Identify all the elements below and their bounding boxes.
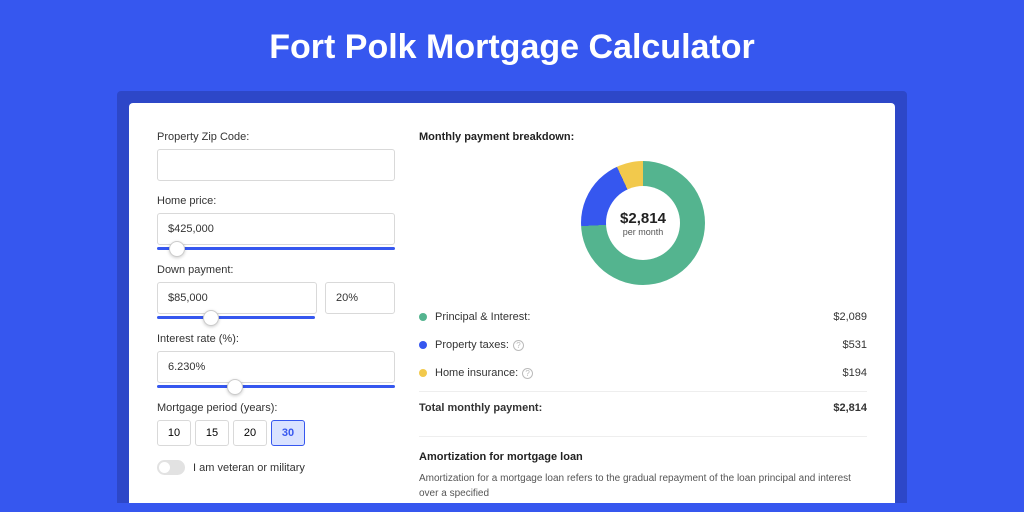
period-btn-10[interactable]: 10 [157,420,191,446]
legend-label: Home insurance:? [435,367,843,379]
veteran-row: I am veteran or military [157,460,395,475]
legend-value: $531 [843,339,867,351]
rate-group: Interest rate (%): [157,333,395,388]
amort-body: Amortization for a mortgage loan refers … [419,471,867,501]
legend-total-row: Total monthly payment:$2,814 [419,391,867,422]
down-group: Down payment: [157,264,395,319]
form-panel: Property Zip Code: Home price: Down paym… [157,131,395,503]
legend-dot [419,341,427,349]
price-input[interactable] [157,213,395,245]
help-icon[interactable]: ? [513,340,524,351]
rate-label: Interest rate (%): [157,333,395,345]
amort-section: Amortization for mortgage loan Amortizat… [419,436,867,501]
price-label: Home price: [157,195,395,207]
legend-label: Property taxes:? [435,339,843,351]
help-icon[interactable]: ? [522,368,533,379]
legend-row: Property taxes:?$531 [419,331,867,359]
down-amount-input[interactable] [157,282,317,314]
donut-amount: $2,814 [620,210,666,227]
legend-value: $2,089 [833,311,867,323]
down-pct-input[interactable] [325,282,395,314]
period-btn-15[interactable]: 15 [195,420,229,446]
legend-value: $194 [843,367,867,379]
zip-input[interactable] [157,149,395,181]
legend-row: Home insurance:?$194 [419,359,867,387]
veteran-toggle[interactable] [157,460,185,475]
zip-group: Property Zip Code: [157,131,395,181]
price-group: Home price: [157,195,395,250]
donut-per-month: per month [623,227,664,237]
donut-center: $2,814 per month [606,186,680,260]
price-slider[interactable] [157,247,395,250]
rate-slider[interactable] [157,385,395,388]
legend-total-value: $2,814 [833,402,867,414]
donut-wrap: $2,814 per month [419,155,867,303]
legend: Principal & Interest:$2,089Property taxe… [419,303,867,422]
breakdown-panel: Monthly payment breakdown: $2,814 per mo… [419,131,867,503]
rate-input[interactable] [157,351,395,383]
amort-heading: Amortization for mortgage loan [419,451,867,463]
period-btn-20[interactable]: 20 [233,420,267,446]
period-group: Mortgage period (years): 10152030 [157,402,395,446]
period-btn-30[interactable]: 30 [271,420,305,446]
period-buttons: 10152030 [157,420,395,446]
down-label: Down payment: [157,264,395,276]
legend-total-label: Total monthly payment: [419,402,833,414]
donut-chart: $2,814 per month [581,161,705,285]
period-label: Mortgage period (years): [157,402,395,414]
calculator-card: Property Zip Code: Home price: Down paym… [129,103,895,503]
zip-label: Property Zip Code: [157,131,395,143]
card-shadow: Property Zip Code: Home price: Down paym… [117,91,907,503]
legend-dot [419,369,427,377]
legend-row: Principal & Interest:$2,089 [419,303,867,331]
legend-dot [419,313,427,321]
legend-label: Principal & Interest: [435,311,833,323]
veteran-label: I am veteran or military [193,462,305,474]
down-slider[interactable] [157,316,315,319]
breakdown-heading: Monthly payment breakdown: [419,131,867,143]
page-title: Fort Polk Mortgage Calculator [0,0,1024,91]
